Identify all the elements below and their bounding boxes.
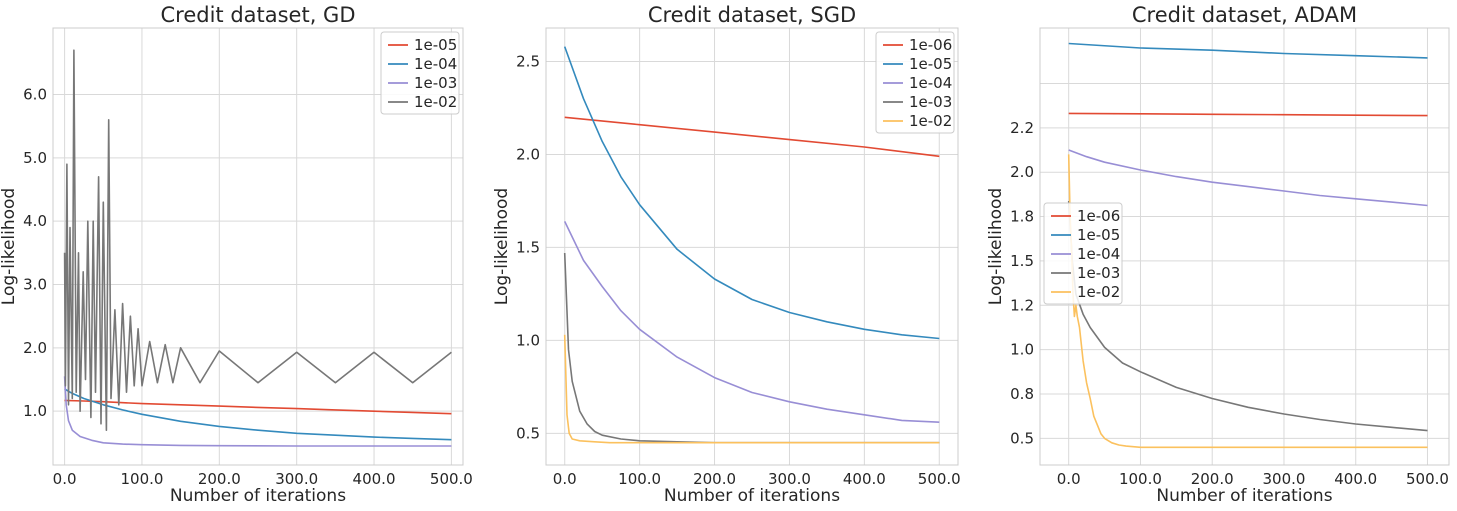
series-line-1e-05	[563, 46, 940, 340]
y-tick-label: 1.0	[1010, 341, 1034, 359]
plot-frame	[52, 27, 464, 466]
y-tick-label: 2.0	[516, 145, 540, 163]
series-line-1e-04	[1068, 149, 1428, 207]
x-tick-label: 500.0	[1406, 470, 1449, 488]
chart-panel-sgd: 0.0 100.0 200.0 300.0 400.0 500.0 0.5 1.0 1.5 2.0…	[492, 3, 961, 506]
x-tick-label: 100.0	[618, 470, 661, 488]
x-tick-label: 0.0	[1057, 470, 1081, 488]
x-tick-label: 500.0	[918, 470, 961, 488]
y-tick-label: 1.2	[1010, 296, 1034, 314]
y-tick-label: 1.8	[1010, 208, 1034, 226]
series-line-1e-04	[563, 221, 940, 423]
y-tick-label: 4.0	[23, 212, 47, 230]
y-tick-label: 2.5	[516, 52, 540, 70]
x-tick-label: 400.0	[843, 470, 886, 488]
series-line-1e-03	[63, 376, 452, 447]
chart-title-adam: Credit dataset, ADAM	[1132, 3, 1357, 27]
series-line-1e-05	[1068, 42, 1428, 59]
x-tick-label: 300.0	[1262, 470, 1305, 488]
x-axis-label: Number of iterations	[1156, 486, 1332, 506]
series-line-1e-06	[564, 116, 940, 158]
plot-frame	[1039, 27, 1450, 466]
series-line-1e-03	[563, 252, 940, 444]
chart-title-sgd: Credit dataset, SGD	[648, 3, 856, 27]
y-tick-label: 0.5	[516, 424, 540, 442]
legend-label: 1e-06	[909, 36, 952, 54]
legend-box	[380, 31, 460, 115]
x-tick-label: 400.0	[353, 470, 396, 488]
x-tick-label: 300.0	[768, 470, 811, 488]
y-tick-label: 1.5	[516, 238, 540, 256]
y-tick-label: 1.0	[23, 402, 47, 420]
x-tick-label: 100.0	[120, 470, 163, 488]
chart-panel-gd: 0.0 100.0 200.0 300.0 400.0 500.0 1.0 2.0 3.0 4.0…	[0, 3, 473, 506]
x-tick-label: 500.0	[430, 470, 473, 488]
y-tick-label: 0.5	[1010, 429, 1034, 447]
series-line-1e-02	[63, 49, 452, 432]
legend-label: 1e-03	[1077, 264, 1120, 282]
chart-panel-adam: 0.0 100.0 200.0 300.0 400.0 500.0 0.5 0.8 1.0 1.2…	[986, 3, 1450, 506]
y-tick-label: 2.0	[23, 339, 47, 357]
legend-label: 1e-02	[414, 93, 457, 111]
x-tick-label: 300.0	[275, 470, 318, 488]
legend-label: 1e-03	[909, 93, 952, 111]
y-tick-label: 2.0	[1010, 163, 1034, 181]
x-axis-label: Number of iterations	[170, 486, 346, 506]
y-tick-label: 5.0	[23, 149, 47, 167]
series-line-1e-06	[1068, 112, 1428, 117]
x-tick-label: 0.0	[53, 470, 77, 488]
chart-title-gd: Credit dataset, GD	[160, 3, 355, 27]
legend-label: 1e-05	[1077, 226, 1120, 244]
legend-label: 1e-02	[1077, 283, 1120, 301]
y-axis-label: Log-likelihood	[492, 188, 512, 305]
y-tick-label: 1.0	[516, 331, 540, 349]
x-tick-label: 200.0	[1191, 470, 1234, 488]
y-tick-label: 6.0	[23, 86, 47, 104]
series-line-1e-03	[1067, 200, 1428, 432]
y-axis-label: Log-likelihood	[0, 188, 19, 305]
x-tick-label: 200.0	[198, 470, 241, 488]
x-tick-label: 200.0	[693, 470, 736, 488]
series-line-1e-02	[563, 334, 940, 444]
x-tick-label: 0.0	[553, 470, 577, 488]
x-tick-label: 400.0	[1334, 470, 1377, 488]
y-axis-label: Log-likelihood	[986, 188, 1006, 305]
legend-box	[1043, 202, 1123, 305]
series-line-1e-05	[64, 399, 452, 415]
legend-box	[875, 31, 955, 134]
legend-label: 1e-05	[414, 36, 457, 54]
y-tick-label: 3.0	[23, 276, 47, 294]
y-tick-label: 1.5	[1010, 252, 1034, 270]
legend-label: 1e-04	[1077, 245, 1120, 263]
legend-label: 1e-05	[909, 55, 952, 73]
legend-label: 1e-03	[414, 74, 457, 92]
legend-label: 1e-04	[909, 74, 952, 92]
series-line-1e-02	[1067, 154, 1428, 449]
legend-label: 1e-02	[909, 112, 952, 130]
legend-label: 1e-06	[1077, 207, 1120, 225]
x-axis-label: Number of iterations	[664, 486, 840, 506]
x-tick-label: 100.0	[1119, 470, 1162, 488]
legend-label: 1e-04	[414, 55, 457, 73]
plot-frame	[545, 27, 959, 466]
y-tick-label: 0.8	[1010, 385, 1034, 403]
y-tick-label: 2.2	[1010, 119, 1034, 137]
series-line-1e-04	[64, 388, 452, 441]
